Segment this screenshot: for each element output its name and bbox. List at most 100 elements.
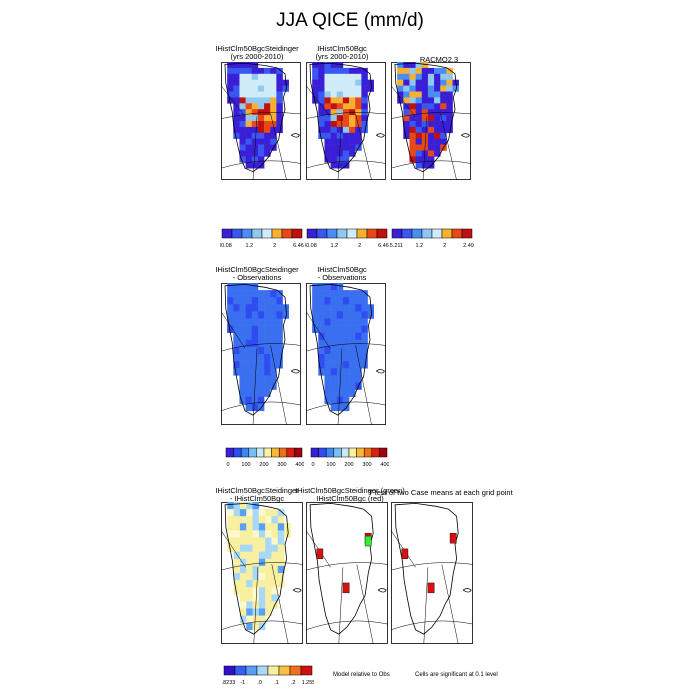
grid-cell — [227, 509, 234, 517]
grid-cell — [264, 304, 271, 312]
grid-cell — [330, 375, 338, 383]
grid-cell — [409, 126, 416, 134]
grid-cell — [257, 339, 265, 348]
grid-cell — [336, 389, 344, 397]
grid-cell — [246, 580, 253, 588]
grid-cell — [336, 62, 344, 69]
grid-cell — [409, 79, 416, 86]
grid-cell — [421, 126, 429, 134]
panel-title-1: IHistClm50BgcSteidinger (yrs 2000-2010) — [197, 45, 317, 61]
grid-cell — [330, 346, 338, 355]
grid-cell — [330, 85, 338, 92]
grid-cell — [271, 509, 279, 517]
grid-cell — [245, 115, 253, 122]
grid-cell — [318, 304, 325, 312]
grid-cell — [324, 85, 331, 92]
grid-cell — [233, 530, 241, 538]
grid-cell — [342, 332, 350, 341]
grid-cell — [246, 523, 253, 531]
grid-cell — [257, 382, 265, 390]
grid-cell — [349, 73, 356, 80]
grid-cell — [409, 67, 416, 75]
grid-cell — [336, 311, 344, 319]
grid-cell — [252, 594, 260, 602]
colorbar-swatch — [251, 228, 263, 239]
grid-cell — [257, 290, 265, 298]
grid-cell — [342, 290, 350, 298]
grid-cell — [324, 368, 331, 376]
colorbar-swatch — [421, 228, 433, 239]
grid-cell — [239, 318, 246, 326]
grid-cell — [239, 375, 246, 383]
grid-cell — [361, 126, 368, 134]
grid-cell — [330, 290, 338, 298]
grid-cell — [251, 115, 259, 122]
grid-cell — [415, 144, 423, 151]
grid-cell — [421, 156, 429, 163]
grid-cell — [227, 62, 234, 69]
grid-cell — [245, 91, 253, 98]
grid-cell — [324, 382, 331, 390]
grid-cell — [440, 121, 447, 128]
grid-cell — [252, 523, 260, 531]
colorbar-tick-label: -30.08 — [220, 243, 232, 249]
grid-cell — [367, 311, 374, 319]
grid-cell — [245, 396, 253, 404]
grid-cell — [264, 375, 271, 383]
grid-cell — [239, 608, 247, 616]
graticule — [391, 85, 471, 180]
grid-cell — [355, 126, 362, 134]
grid-cell — [427, 67, 435, 75]
grid-cell — [258, 537, 266, 545]
grid-cell — [349, 375, 356, 383]
grid-cell — [312, 283, 319, 291]
grid-cell — [342, 115, 350, 122]
grid-cell — [355, 132, 362, 139]
grid-cell — [440, 73, 447, 80]
grid-cell — [318, 109, 325, 116]
panel-title-4-line-1: IHistClm50BgcSteidinger — [215, 265, 299, 274]
grid-cell — [349, 368, 356, 376]
grid-cell — [264, 346, 271, 355]
grid-cell — [270, 126, 277, 134]
grid-cell — [415, 103, 423, 110]
grid-cell — [421, 115, 429, 122]
grid-cell — [284, 530, 291, 538]
grid-cell — [233, 304, 240, 312]
grid-cell — [415, 150, 423, 157]
colorbar-swatch — [346, 228, 358, 239]
grid-cell — [330, 325, 338, 333]
grid-cell — [239, 615, 247, 623]
grid-cell — [397, 79, 404, 86]
coastline — [309, 283, 373, 416]
grid-cell — [265, 587, 272, 595]
colorbar-swatch — [441, 228, 453, 239]
grid-cell — [361, 121, 368, 128]
grid-cell — [233, 115, 240, 122]
grid-cell — [324, 318, 331, 326]
grid-cell — [270, 132, 277, 139]
main-title: JJA QICE (mm/d) — [276, 10, 424, 31]
grid-cell — [318, 97, 325, 104]
grid-cell — [318, 85, 325, 92]
grid-cell — [239, 594, 247, 602]
grid-cell — [355, 354, 362, 362]
grid-cell — [245, 318, 253, 326]
grid-cell — [312, 85, 319, 92]
grid-cell — [251, 97, 259, 104]
grid-cell — [227, 79, 234, 86]
grid-cell — [252, 615, 260, 623]
grid-cell — [318, 332, 325, 341]
grid-cell — [233, 544, 241, 552]
colorbar-tick-label: 100 — [241, 462, 250, 468]
grid-cell — [349, 354, 356, 362]
colorbar-swatch — [431, 228, 443, 239]
grid-cell — [252, 622, 260, 631]
colorbar-swatch — [223, 665, 236, 676]
grid-cell — [251, 339, 259, 348]
grid-cell — [233, 297, 240, 305]
grid-cell — [342, 103, 350, 110]
grid-cell — [330, 339, 338, 348]
grid-cell — [251, 109, 259, 116]
grid-cell — [324, 109, 331, 116]
